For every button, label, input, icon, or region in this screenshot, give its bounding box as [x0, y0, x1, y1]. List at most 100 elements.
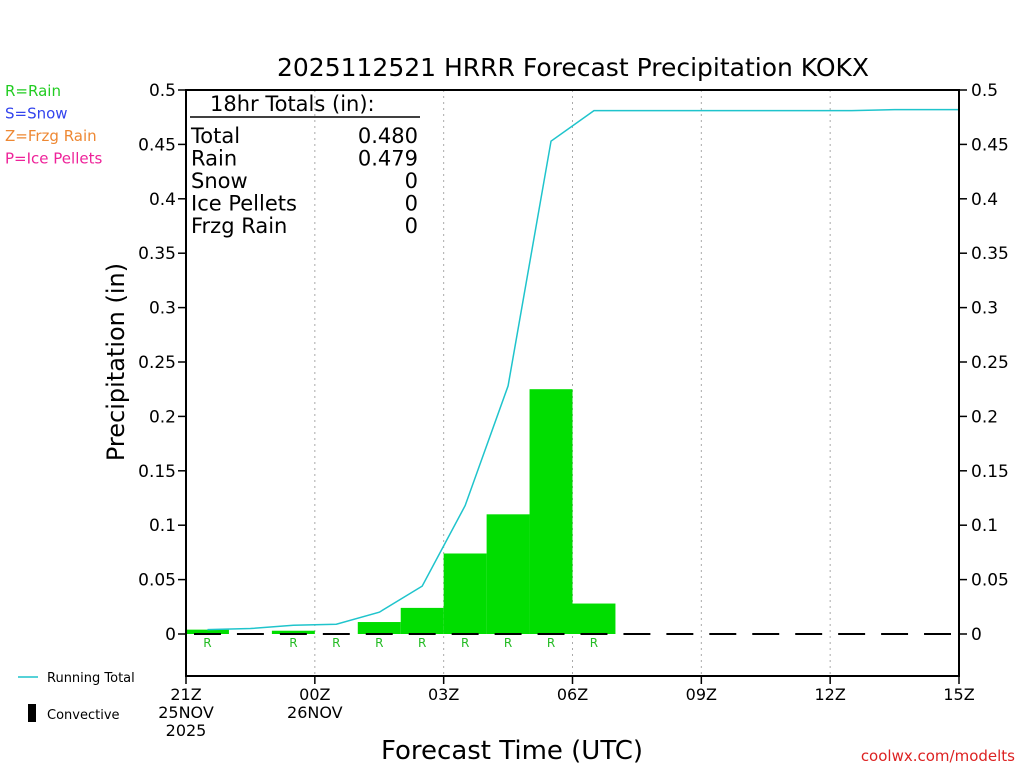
rain-bar-6 [400, 607, 444, 634]
y-tick-label-left-1: 0.05 [138, 571, 176, 591]
convective-bar-18 [924, 633, 951, 635]
convective-bar-14 [752, 633, 780, 635]
convective-legend-label: Convective [47, 708, 120, 723]
x-tick-label-5-0: 12Z [815, 685, 846, 704]
vertical-gridlines [314, 90, 831, 676]
convective-bar-16 [838, 633, 866, 635]
totals-label-3: Ice Pellets [191, 192, 297, 216]
convective-bar-8 [494, 633, 522, 635]
totals-value-0: 0.480 [358, 124, 418, 148]
credit-text: coolwx.com/modelts [861, 747, 1015, 765]
y-tick-label-right-1: 0.05 [971, 571, 1009, 591]
type-legend-item-2: Z=Frzg Rain [5, 127, 97, 145]
type-legend-item-1: S=Snow [5, 105, 68, 123]
y-tick-label-right-6: 0.3 [971, 299, 998, 319]
chart-title: 2025112521 HRRR Forecast Precipitation K… [277, 53, 869, 82]
convective-bar-10 [580, 633, 608, 635]
y-tick-label-right-7: 0.35 [971, 244, 1009, 264]
convective-bar-3 [279, 633, 307, 635]
totals-value-4: 0 [405, 214, 418, 238]
y-tick-label-right-2: 0.1 [971, 516, 998, 536]
y-tick-label-left-6: 0.3 [149, 299, 176, 319]
y-tick-label-right-10: 0.5 [971, 81, 998, 101]
convective-bar-6 [408, 633, 436, 635]
type-marker-8: R [504, 636, 512, 650]
convective-legend-swatch [28, 704, 36, 722]
convective-bar-17 [881, 633, 909, 635]
y-tick-label-right-8: 0.4 [971, 190, 998, 210]
rain-bar-7 [443, 553, 487, 634]
type-marker-9: R [547, 636, 555, 650]
convective-bar-13 [709, 633, 737, 635]
convective-bar-2 [236, 633, 264, 635]
rain-bar-5 [357, 622, 401, 634]
running-total-legend-label: Running Total [47, 671, 135, 686]
type-marker-4: R [332, 636, 340, 650]
y-tick-label-right-4: 0.2 [971, 407, 998, 427]
y-tick-label-right-3: 0.15 [971, 462, 1009, 482]
rain-bar-9 [529, 389, 573, 634]
x-tick-label-1-0: 00Z [299, 685, 330, 704]
y-tick-label-right-0: 0 [971, 625, 982, 645]
y-tick-label-left-3: 0.15 [138, 462, 176, 482]
totals-label-1: Rain [191, 147, 237, 171]
y-tick-label-left-7: 0.35 [138, 244, 176, 264]
convective-bar-9 [537, 633, 565, 635]
totals-value-3: 0 [405, 192, 418, 216]
convective-bar-1 [194, 633, 221, 635]
rain-bar-10 [572, 603, 616, 634]
y-tick-label-right-5: 0.25 [971, 353, 1009, 373]
totals-label-2: Snow [191, 169, 248, 193]
x-tick-label-2-0: 03Z [428, 685, 459, 704]
convective-bar-4 [322, 633, 350, 635]
y-axis-left: 0 0.05 0.1 0.15 0.2 0.25 0.3 0.35 0.4 0.45 0.5 [138, 81, 186, 645]
y-tick-label-left-4: 0.2 [149, 407, 176, 427]
x-tick-label-0-0: 21Z [170, 685, 201, 704]
y-tick-label-left-5: 0.25 [138, 353, 176, 373]
x-tick-label-0-2: 2025 [166, 721, 207, 740]
running-total-legend: Running Total [18, 671, 135, 686]
rain-bar-1 [186, 629, 229, 634]
rain-bar-8 [486, 514, 530, 634]
convective-bar-7 [451, 633, 479, 635]
x-axis-label: Forecast Time (UTC) [381, 736, 643, 766]
convective-bar-5 [365, 633, 393, 635]
running-total-line [207, 108, 959, 631]
type-marker-6: R [418, 636, 426, 650]
precip-type-legend: R=Rain S=Snow Z=Frzg Rain P=Ice Pellets [5, 82, 102, 168]
rain-bar-3 [271, 630, 315, 634]
convective-bar-12 [666, 633, 694, 635]
convective-bar-15 [795, 633, 823, 635]
type-marker-5: R [375, 636, 383, 650]
convective-bar-11 [623, 633, 651, 635]
totals-label-4: Frzg Rain [191, 214, 287, 238]
totals-value-2: 0 [405, 169, 418, 193]
x-tick-label-1-1: 26NOV [287, 703, 343, 722]
y-tick-label-left-9: 0.45 [138, 135, 176, 155]
totals-heading: 18hr Totals (in): [210, 92, 375, 116]
hourly-rain-bars [186, 389, 616, 634]
type-marker-7: R [461, 636, 469, 650]
type-marker-3: R [289, 636, 297, 650]
y-axis-right: 0 0.05 0.1 0.15 0.2 0.25 0.3 0.35 0.4 0.45 0.5 [959, 81, 1009, 645]
x-tick-label-0-1: 25NOV [158, 703, 214, 722]
type-legend-item-0: R=Rain [5, 82, 61, 100]
x-tick-label-3-0: 06Z [557, 685, 588, 704]
y-tick-label-left-10: 0.5 [149, 81, 176, 101]
y-tick-label-left-0: 0 [165, 625, 176, 645]
x-tick-label-4-0: 09Z [686, 685, 717, 704]
convective-legend: Convective [28, 704, 120, 723]
y-tick-label-left-2: 0.1 [149, 516, 176, 536]
type-marker-1: R [203, 636, 211, 650]
totals-label-0: Total [190, 124, 240, 148]
totals-box: 18hr Totals (in): Total 0.480 Rain 0.479 Sno… [190, 92, 420, 238]
type-legend-item-3: P=Ice Pellets [5, 150, 102, 168]
y-tick-label-left-8: 0.4 [149, 190, 176, 210]
convective-bars [194, 633, 951, 635]
y-tick-label-right-9: 0.45 [971, 135, 1009, 155]
totals-value-1: 0.479 [358, 147, 418, 171]
y-axis-label: Precipitation (in) [102, 263, 130, 461]
